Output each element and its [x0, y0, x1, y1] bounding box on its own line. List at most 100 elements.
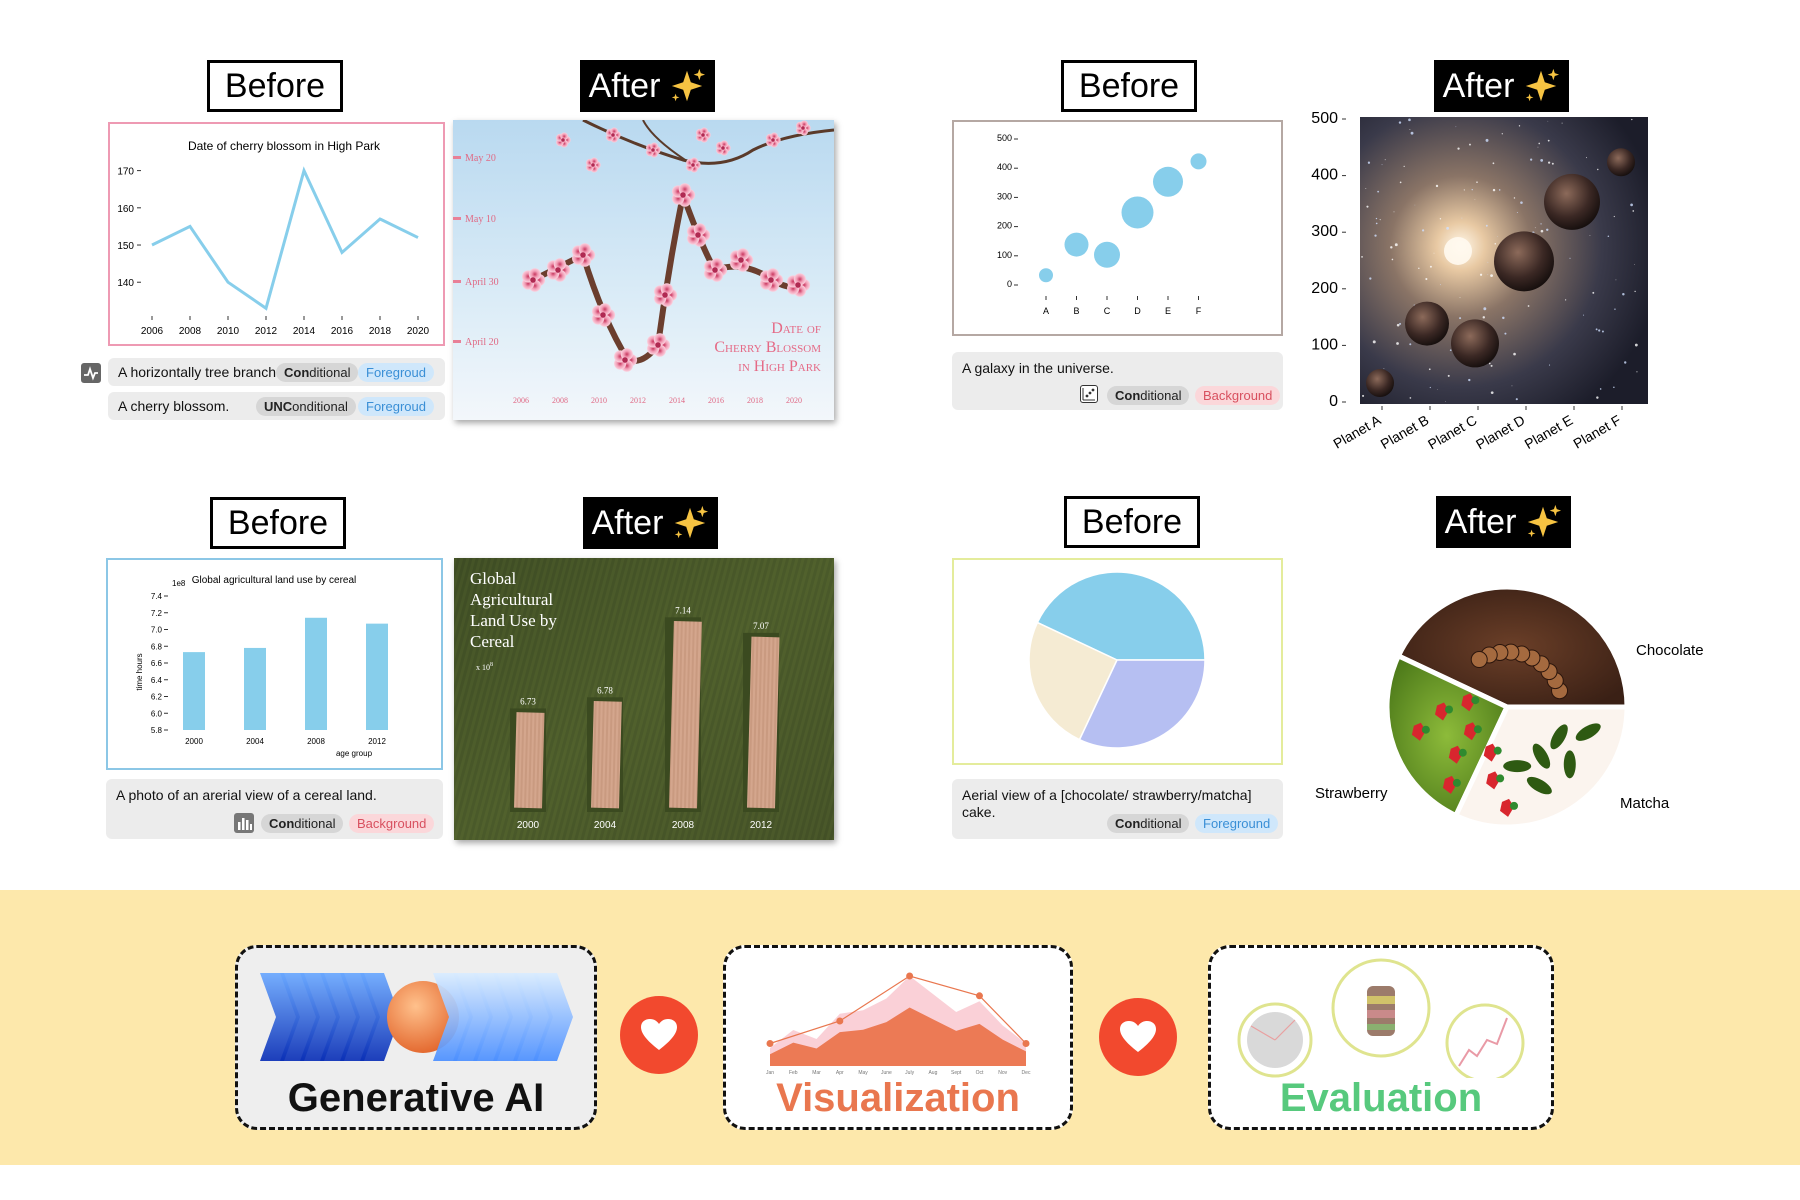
y-tick-label: 6.0	[151, 709, 163, 718]
evaluation-label: Evaluation	[1279, 1076, 1483, 1120]
blossom	[766, 132, 781, 148]
blossom	[796, 120, 811, 136]
layer-pill: Background	[1195, 386, 1281, 405]
y-date-label: May 10	[465, 214, 496, 225]
caption-text: A cherry blossom.	[118, 398, 230, 414]
month-label: Aug	[928, 1070, 937, 1076]
x-tick-label: 2000	[185, 737, 203, 746]
after-x-label: 2020	[786, 396, 802, 405]
cake-after-image: Chocolate Strawberry Matcha	[1310, 570, 1770, 850]
after-x-label: 2016	[708, 396, 724, 405]
x-tick-label: Planet C	[1425, 412, 1480, 453]
y-tick-label: 200	[997, 221, 1012, 231]
bar	[305, 617, 327, 730]
after-title-line: Date of	[771, 320, 821, 337]
cherry-branch-illustration: May 20 May 10 April 30 April 20 Date of Cher…	[453, 120, 834, 420]
strawberry-label: Strawberry	[1315, 785, 1388, 802]
blossom	[716, 140, 731, 156]
y-tick-label: 7.2	[151, 609, 163, 618]
scale-note: x 108	[476, 662, 493, 672]
cereal-bar-chart: Global agricultural land use by cereal 1…	[135, 575, 388, 758]
month-label: Sept	[951, 1070, 962, 1076]
y-tick-label: 0	[1329, 393, 1338, 410]
y-tick-label: 160	[117, 204, 134, 215]
x-tick-label: Planet A	[1330, 411, 1384, 451]
chart-title: Date of cherry blossom in High Park	[188, 139, 381, 153]
heart-icon-2	[1099, 998, 1177, 1076]
month-label: Apr	[836, 1070, 844, 1076]
chocolate-label: Chocolate	[1636, 642, 1704, 659]
cake-caption: Aerial view of a [chocolate/ strawberry/…	[952, 779, 1283, 839]
blossom	[760, 268, 784, 292]
cereal-after-image: 6.73 2000 6.78 2004 7.14 2008 7.07 2012 Global A…	[454, 558, 834, 840]
blossom	[654, 283, 678, 307]
y-tick-label: 7.0	[151, 626, 163, 635]
visualization-label: Visualization	[776, 1076, 1020, 1120]
vis-dot	[975, 992, 983, 1000]
blossom	[646, 142, 661, 158]
blossom	[787, 273, 811, 297]
y-tick-label: 400	[1311, 167, 1338, 184]
conditional-pill: Conditional	[261, 814, 344, 833]
heart-icon-1	[620, 996, 698, 1074]
caption-text: A horizontally tree branch.	[118, 364, 280, 380]
y-tick-label: 5.8	[151, 726, 163, 735]
before-tag-cherry: Before	[207, 60, 343, 112]
after-title-line: Cereal	[470, 632, 515, 651]
x-label: 2004	[594, 820, 617, 831]
month-label: Mar	[812, 1070, 821, 1076]
x-tick-label: 2008	[179, 326, 202, 337]
y-date-label: May 20	[465, 153, 496, 164]
line-chart-icon	[81, 363, 101, 383]
scatter-point	[1039, 268, 1053, 283]
planet	[1607, 148, 1635, 177]
after-x-label: 2008	[552, 396, 568, 405]
blossom	[586, 157, 601, 173]
conditional-pill: Conditional	[1107, 814, 1190, 833]
x-label: 2000	[517, 820, 540, 831]
x-tick-label: A	[1043, 306, 1049, 316]
x-tick-label: 2008	[307, 737, 325, 746]
before-label: Before	[224, 66, 326, 105]
cherry-caption-1: A horizontally tree branch. Conditional …	[108, 358, 445, 386]
blossom	[686, 157, 701, 173]
cherry-line-chart: Date of cherry blossom in High Park 170 1…	[117, 139, 429, 337]
x-tick-label: E	[1165, 306, 1171, 316]
after-x-label: 2010	[591, 396, 607, 405]
x-tick-label: D	[1134, 306, 1141, 316]
unconditional-pill: UNConditional	[256, 397, 356, 416]
vis-dot	[906, 972, 914, 980]
blossom	[696, 127, 711, 143]
after-title-line: Land Use by	[470, 611, 557, 630]
pie-slice	[1078, 659, 1206, 749]
caption-text: Aerial view of a [chocolate/ strawberry/…	[962, 787, 1252, 803]
field-bar	[665, 617, 702, 812]
scatter-point	[1064, 232, 1089, 257]
after-label: After	[1444, 502, 1517, 541]
value-label: 6.78	[597, 685, 613, 695]
y-tick-label: 6.6	[151, 659, 163, 668]
after-x-label: 2018	[747, 396, 763, 405]
x-tick-label: 2010	[217, 326, 240, 337]
after-tag-cake: After	[1436, 496, 1571, 548]
after-title-line: in High Park	[738, 358, 821, 375]
galaxy-scatter-chart: 500 400 300 200 100 0 A B C D E F	[997, 133, 1207, 316]
bar-chart-icon	[234, 813, 254, 833]
layer-pill: Foregroud	[358, 363, 434, 382]
layer-pill: Foregroud	[358, 397, 434, 416]
vis-dot	[766, 1040, 774, 1047]
cherry-before-chart: Date of cherry blossom in High Park 170 1…	[108, 122, 445, 346]
matcha-label: Matcha	[1620, 795, 1670, 812]
hex-prism	[533, 973, 573, 1061]
pie-slice	[1036, 571, 1206, 661]
x-tick-label: 2014	[293, 326, 316, 337]
aerial-field-illustration: 6.73 2000 6.78 2004 7.14 2008 7.07 2012 Global A…	[454, 558, 834, 840]
sparkle-icon	[668, 67, 706, 105]
blossom	[606, 127, 621, 143]
vis-dot	[836, 1017, 844, 1025]
after-title-line: Agricultural	[470, 590, 553, 609]
blossom	[687, 223, 711, 247]
month-label: Jan	[766, 1070, 774, 1076]
generative-ai-label: Generative AI	[287, 1076, 545, 1120]
after-tag-cereal: After	[583, 497, 718, 549]
